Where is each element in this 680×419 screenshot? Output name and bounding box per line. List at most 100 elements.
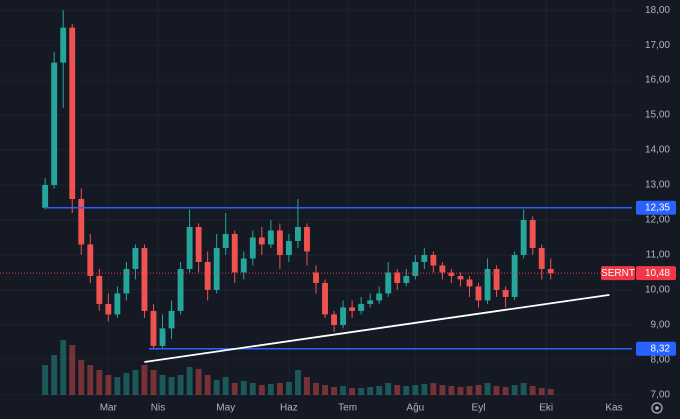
- x-tick-label: Eyl: [472, 403, 486, 414]
- price-tag: [636, 266, 676, 281]
- volume-bar: [177, 375, 184, 395]
- volume-bar: [96, 370, 103, 395]
- y-tick-label: 9,00: [651, 320, 671, 331]
- x-tick-label: Eki: [539, 403, 553, 414]
- volume-bar: [285, 382, 292, 395]
- candle-body: [403, 275, 410, 283]
- volume-bar: [376, 386, 383, 395]
- volume-bar: [69, 345, 76, 395]
- volume-bar: [195, 369, 202, 395]
- volume-bar: [313, 383, 319, 395]
- candle-body: [249, 237, 256, 259]
- candle-body: [60, 27, 67, 63]
- y-tick-label: 13,00: [645, 180, 670, 191]
- candle-body: [322, 282, 328, 315]
- volume-bar: [60, 340, 67, 395]
- volume-bar: [222, 377, 229, 395]
- volume-bar: [150, 370, 157, 395]
- symbol-tag: [601, 266, 635, 281]
- candle-body: [132, 247, 139, 269]
- candle-body: [439, 265, 446, 273]
- candle-body: [466, 279, 473, 287]
- candle-body: [394, 272, 401, 283]
- candle-body: [87, 244, 94, 276]
- level-tag: [636, 341, 676, 356]
- candle-body: [222, 233, 229, 248]
- volume-bar: [529, 386, 536, 395]
- candle-body: [231, 233, 238, 273]
- candle-body: [493, 268, 500, 290]
- volume-bar: [159, 375, 166, 395]
- candle-body: [538, 247, 545, 269]
- y-tick-label: 11,00: [646, 250, 671, 261]
- y-tick-label: 17,00: [645, 40, 670, 51]
- price-tag-label: 10,48: [645, 268, 670, 279]
- volume-pane: [42, 340, 554, 395]
- level-tag: [636, 200, 676, 215]
- candle-body: [367, 300, 374, 304]
- candle-body: [502, 289, 509, 297]
- volume-bar: [430, 383, 437, 395]
- axes: 7,00 8,00 9,00 10,00 11,00 12,00 13,00 14,00 15,…: [100, 5, 676, 414]
- volume-bar: [394, 385, 401, 395]
- candle-body: [511, 254, 518, 297]
- candle-body: [331, 314, 337, 325]
- candle-body: [168, 310, 175, 329]
- volume-bar: [105, 375, 112, 395]
- candle-body: [448, 272, 455, 276]
- volume-bar: [186, 367, 193, 395]
- y-tick-label: 10,00: [645, 285, 670, 296]
- candle-body: [213, 247, 220, 290]
- candle-body: [195, 226, 202, 262]
- volume-bar: [547, 389, 554, 395]
- volume-bar: [511, 385, 518, 395]
- volume-bar: [421, 384, 428, 395]
- volume-bar: [78, 360, 85, 395]
- candle-body: [475, 286, 482, 301]
- volume-bar: [51, 355, 58, 395]
- volume-bar: [367, 387, 374, 395]
- volume-bar: [42, 365, 49, 395]
- volume-bar: [385, 383, 392, 395]
- candle-body: [258, 237, 265, 245]
- volume-bar: [141, 365, 148, 395]
- candle-body: [295, 226, 301, 241]
- volume-bar: [502, 387, 509, 395]
- volume-bar: [484, 383, 491, 395]
- candle-body: [304, 226, 310, 252]
- candle-body: [430, 254, 437, 266]
- candle-body: [313, 272, 319, 283]
- y-tick-label: 7,00: [651, 390, 671, 401]
- volume-bar: [493, 386, 500, 395]
- volume-bar: [267, 384, 274, 395]
- candle-body: [114, 293, 121, 315]
- volume-bar: [132, 370, 139, 395]
- volume-bar: [249, 383, 256, 395]
- volume-bar: [403, 386, 410, 395]
- y-tick-label: 12,00: [645, 215, 670, 226]
- x-tick-label: Haz: [280, 403, 298, 414]
- candle-body: [276, 230, 283, 255]
- candle-body: [267, 230, 274, 245]
- candle-body: [340, 307, 347, 325]
- candle-body: [186, 226, 193, 269]
- candle-body: [240, 258, 247, 273]
- volume-bar: [412, 385, 419, 395]
- x-tick-label: Kas: [605, 403, 622, 414]
- volume-bar: [258, 385, 265, 395]
- volume-bar: [358, 388, 365, 395]
- y-tick-label: 8,00: [651, 355, 671, 366]
- icon-ring: [651, 402, 663, 414]
- candle-body: [204, 261, 211, 290]
- volume-bar: [295, 370, 301, 395]
- level-tag-label: 8,32: [651, 343, 671, 354]
- settings-icon[interactable]: [651, 402, 663, 414]
- candle-body: [358, 303, 365, 311]
- volume-bar: [349, 388, 356, 395]
- candle-body: [421, 254, 428, 262]
- candle-body: [51, 62, 58, 186]
- candle-body: [457, 275, 464, 280]
- candle-body: [78, 199, 85, 245]
- candle-body: [42, 185, 49, 208]
